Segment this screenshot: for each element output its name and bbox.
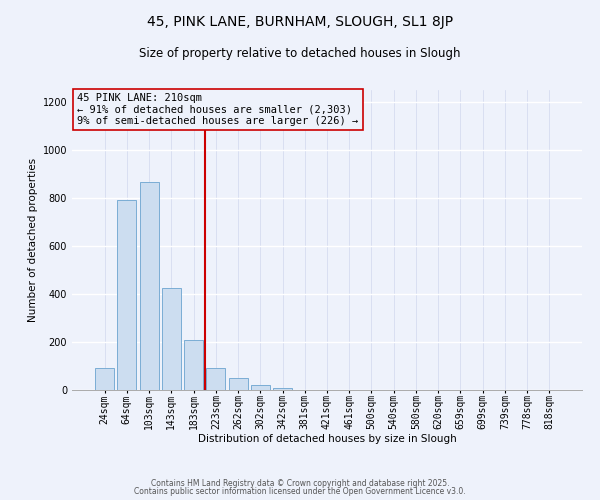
Bar <box>118 200 136 390</box>
Text: Contains HM Land Registry data © Crown copyright and database right 2025.: Contains HM Land Registry data © Crown c… <box>151 478 449 488</box>
Bar <box>273 388 292 390</box>
Text: 45, PINK LANE, BURNHAM, SLOUGH, SL1 8JP: 45, PINK LANE, BURNHAM, SLOUGH, SL1 8JP <box>147 15 453 29</box>
Text: Contains public sector information licensed under the Open Government Licence v3: Contains public sector information licen… <box>134 487 466 496</box>
Bar <box>95 368 114 390</box>
Text: Size of property relative to detached houses in Slough: Size of property relative to detached ho… <box>139 48 461 60</box>
Bar <box>162 288 181 390</box>
Bar <box>206 368 225 390</box>
Bar <box>251 385 270 390</box>
Y-axis label: Number of detached properties: Number of detached properties <box>28 158 38 322</box>
Text: 45 PINK LANE: 210sqm
← 91% of detached houses are smaller (2,303)
9% of semi-det: 45 PINK LANE: 210sqm ← 91% of detached h… <box>77 93 358 126</box>
Bar <box>184 340 203 390</box>
X-axis label: Distribution of detached houses by size in Slough: Distribution of detached houses by size … <box>197 434 457 444</box>
Bar <box>229 378 248 390</box>
Bar <box>140 182 158 390</box>
